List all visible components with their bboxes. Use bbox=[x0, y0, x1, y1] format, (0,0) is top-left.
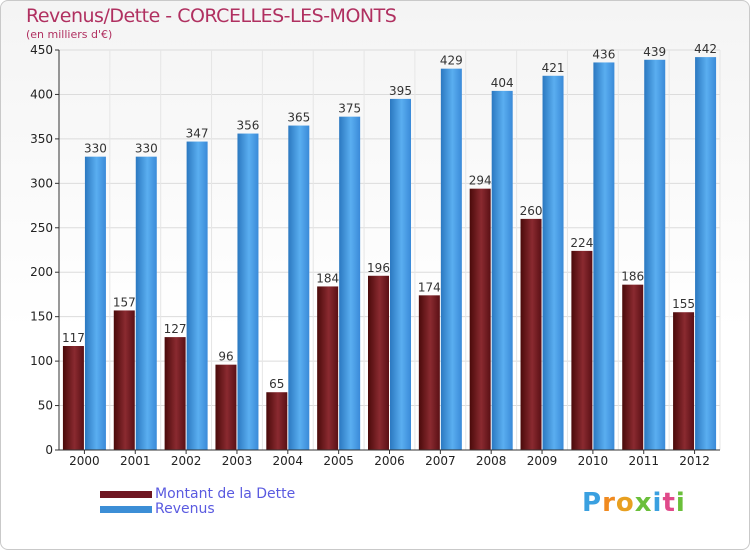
bar-dette bbox=[266, 392, 288, 450]
y-tick-label: 400 bbox=[30, 87, 53, 101]
logo-letter: P bbox=[582, 488, 603, 518]
bar-dette bbox=[520, 218, 542, 450]
x-tick-label: 2005 bbox=[323, 454, 354, 468]
bar-revenus bbox=[440, 68, 462, 451]
data-label: 117 bbox=[62, 331, 85, 345]
bar-dette bbox=[215, 364, 237, 450]
data-label: 330 bbox=[84, 142, 107, 156]
bar-revenus bbox=[186, 141, 208, 451]
x-tick-label: 2010 bbox=[578, 454, 609, 468]
data-label: 127 bbox=[164, 322, 187, 336]
data-label: 347 bbox=[186, 127, 209, 141]
x-tick-label: 2006 bbox=[374, 454, 405, 468]
data-label: 155 bbox=[672, 297, 695, 311]
data-label: 224 bbox=[570, 236, 593, 250]
x-tick-label: 2008 bbox=[476, 454, 507, 468]
y-tick-label: 300 bbox=[30, 176, 53, 190]
x-tick-label: 2012 bbox=[679, 454, 710, 468]
bar-dette bbox=[368, 275, 389, 450]
data-label: 294 bbox=[469, 174, 492, 188]
y-tick-label: 350 bbox=[30, 132, 53, 146]
logo-letter: x bbox=[634, 488, 653, 518]
x-tick-label: 2001 bbox=[120, 454, 151, 468]
y-tick-label: 150 bbox=[30, 310, 53, 324]
y-tick-label: 0 bbox=[45, 443, 53, 457]
data-label: 65 bbox=[269, 377, 284, 391]
data-label: 365 bbox=[287, 111, 310, 125]
x-tick-label: 2000 bbox=[69, 454, 100, 468]
bar-revenus bbox=[288, 125, 310, 451]
y-tick-label: 450 bbox=[30, 43, 53, 57]
logo-letter: i bbox=[652, 488, 663, 518]
data-label: 196 bbox=[367, 261, 390, 275]
bar-revenus bbox=[644, 59, 666, 451]
data-label: 260 bbox=[520, 204, 543, 218]
bar-revenus bbox=[84, 156, 106, 450]
logo-letter: o bbox=[615, 488, 635, 518]
x-tick-label: 2003 bbox=[222, 454, 253, 468]
data-label: 330 bbox=[135, 142, 158, 156]
legend-label-revenus: Revenus bbox=[155, 501, 215, 517]
bar-revenus bbox=[542, 75, 564, 451]
data-label: 421 bbox=[542, 61, 565, 75]
data-label: 184 bbox=[316, 271, 339, 285]
data-label: 157 bbox=[113, 295, 136, 309]
bar-dette bbox=[317, 286, 339, 450]
bar-revenus bbox=[237, 133, 259, 451]
bar-dette bbox=[113, 310, 135, 450]
bar-revenus bbox=[593, 62, 615, 450]
bar-dette bbox=[673, 312, 695, 450]
legend-label-dette: Montant de la Dette bbox=[155, 486, 296, 502]
y-tick-label: 250 bbox=[30, 221, 53, 235]
data-label: 439 bbox=[643, 45, 666, 59]
y-tick-label: 50 bbox=[38, 399, 53, 413]
logo-letter: r bbox=[602, 488, 616, 518]
bar-dette bbox=[418, 295, 440, 450]
x-tick-label: 2009 bbox=[527, 454, 558, 468]
x-tick-label: 2002 bbox=[171, 454, 202, 468]
chart-subtitle: (en milliers d'€) bbox=[26, 28, 113, 41]
data-label: 186 bbox=[621, 270, 644, 284]
bar-revenus bbox=[339, 116, 361, 451]
bar-dette bbox=[622, 284, 644, 450]
logo-letter: i bbox=[675, 488, 686, 518]
logo-letter: t bbox=[662, 488, 676, 518]
data-label: 356 bbox=[237, 119, 260, 133]
bar-dette bbox=[469, 188, 491, 450]
data-label: 429 bbox=[440, 54, 463, 68]
bar-dette bbox=[571, 250, 593, 450]
bar-revenus bbox=[135, 156, 157, 450]
bar-revenus bbox=[390, 98, 411, 450]
data-label: 96 bbox=[218, 350, 233, 364]
bar-revenus bbox=[491, 90, 513, 450]
data-label: 375 bbox=[338, 102, 361, 116]
chart-title: Revenus/Dette - CORCELLES-LES-MONTS bbox=[26, 5, 397, 27]
y-tick-label: 100 bbox=[30, 354, 53, 368]
bar-dette bbox=[62, 346, 84, 450]
data-label: 174 bbox=[418, 280, 441, 294]
data-label: 442 bbox=[694, 42, 717, 56]
proxiti-logo: Proxiti bbox=[582, 488, 686, 518]
y-tick-label: 200 bbox=[30, 265, 53, 279]
legend-swatch-revenus bbox=[100, 506, 152, 513]
bar-revenus bbox=[695, 57, 717, 450]
data-label: 404 bbox=[491, 76, 514, 90]
x-tick-label: 2004 bbox=[273, 454, 304, 468]
x-tick-label: 2007 bbox=[425, 454, 456, 468]
legend-swatch-dette bbox=[100, 491, 152, 498]
bar-dette bbox=[164, 337, 186, 450]
x-tick-label: 2011 bbox=[628, 454, 659, 468]
data-label: 395 bbox=[389, 84, 412, 98]
data-label: 436 bbox=[592, 47, 615, 61]
